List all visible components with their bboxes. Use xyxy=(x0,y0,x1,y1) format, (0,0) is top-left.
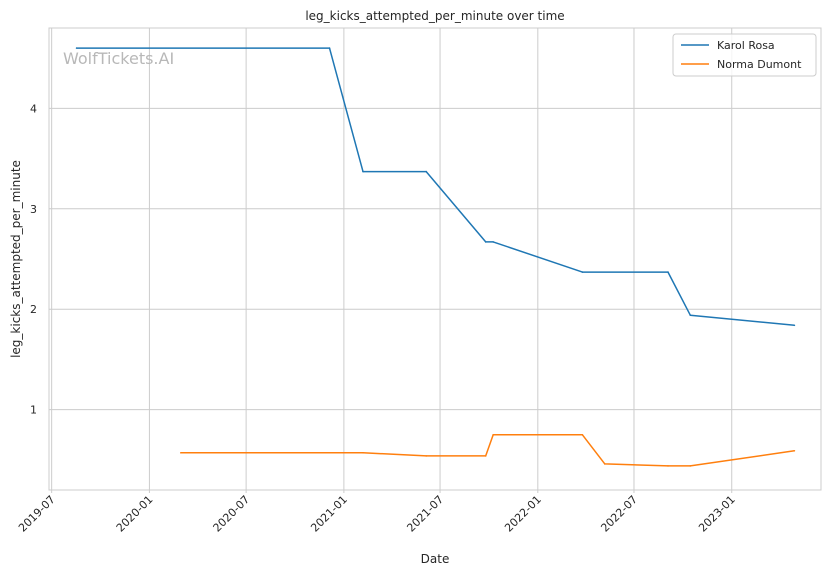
data-point-karol-rosa xyxy=(425,170,428,173)
data-point-karol-rosa xyxy=(75,47,78,49)
data-point-karol-rosa xyxy=(667,271,669,273)
y-tick-label: 2 xyxy=(30,303,37,316)
data-point-karol-rosa xyxy=(328,47,331,49)
data-point-karol-rosa xyxy=(362,170,364,173)
data-point-karol-rosa xyxy=(484,241,487,243)
data-point-norma-dumont xyxy=(362,452,364,454)
data-point-norma-dumont xyxy=(689,465,692,467)
data-point-norma-dumont xyxy=(180,452,182,454)
y-tick-label: 3 xyxy=(30,203,37,216)
grid xyxy=(49,28,821,490)
legend: Karol Rosa Norma Dumont xyxy=(672,33,817,77)
data-point-karol-rosa xyxy=(492,241,495,243)
series-line-karol-rosa xyxy=(76,47,795,327)
y-tick-label: 4 xyxy=(30,102,37,115)
data-point-karol-rosa xyxy=(793,324,796,327)
data-point-karol-rosa xyxy=(581,271,584,273)
chart-title: leg_kicks_attempted_per_minute over time xyxy=(305,9,564,23)
series-layer xyxy=(75,47,796,467)
legend-label-karol-rosa: Karol Rosa xyxy=(717,39,775,52)
data-point-norma-dumont xyxy=(492,434,495,436)
data-point-norma-dumont xyxy=(793,450,796,452)
data-point-norma-dumont xyxy=(604,463,606,465)
watermark: WolfTickets.AI xyxy=(63,49,174,68)
data-point-norma-dumont xyxy=(484,455,487,457)
series-line-norma-dumont xyxy=(180,434,795,467)
data-point-norma-dumont xyxy=(581,434,584,436)
y-axis-title: leg_kicks_attempted_per_minute xyxy=(9,160,23,358)
legend-label-norma-dumont: Norma Dumont xyxy=(717,58,802,71)
data-point-norma-dumont xyxy=(667,465,669,467)
y-tick-label: 1 xyxy=(30,404,37,417)
plot-area-frame xyxy=(48,27,822,491)
y-axis-ticks: 1 2 3 4 xyxy=(30,102,37,416)
data-point-karol-rosa xyxy=(689,314,692,317)
x-axis-title: Date xyxy=(421,552,450,566)
data-point-norma-dumont xyxy=(425,455,428,457)
